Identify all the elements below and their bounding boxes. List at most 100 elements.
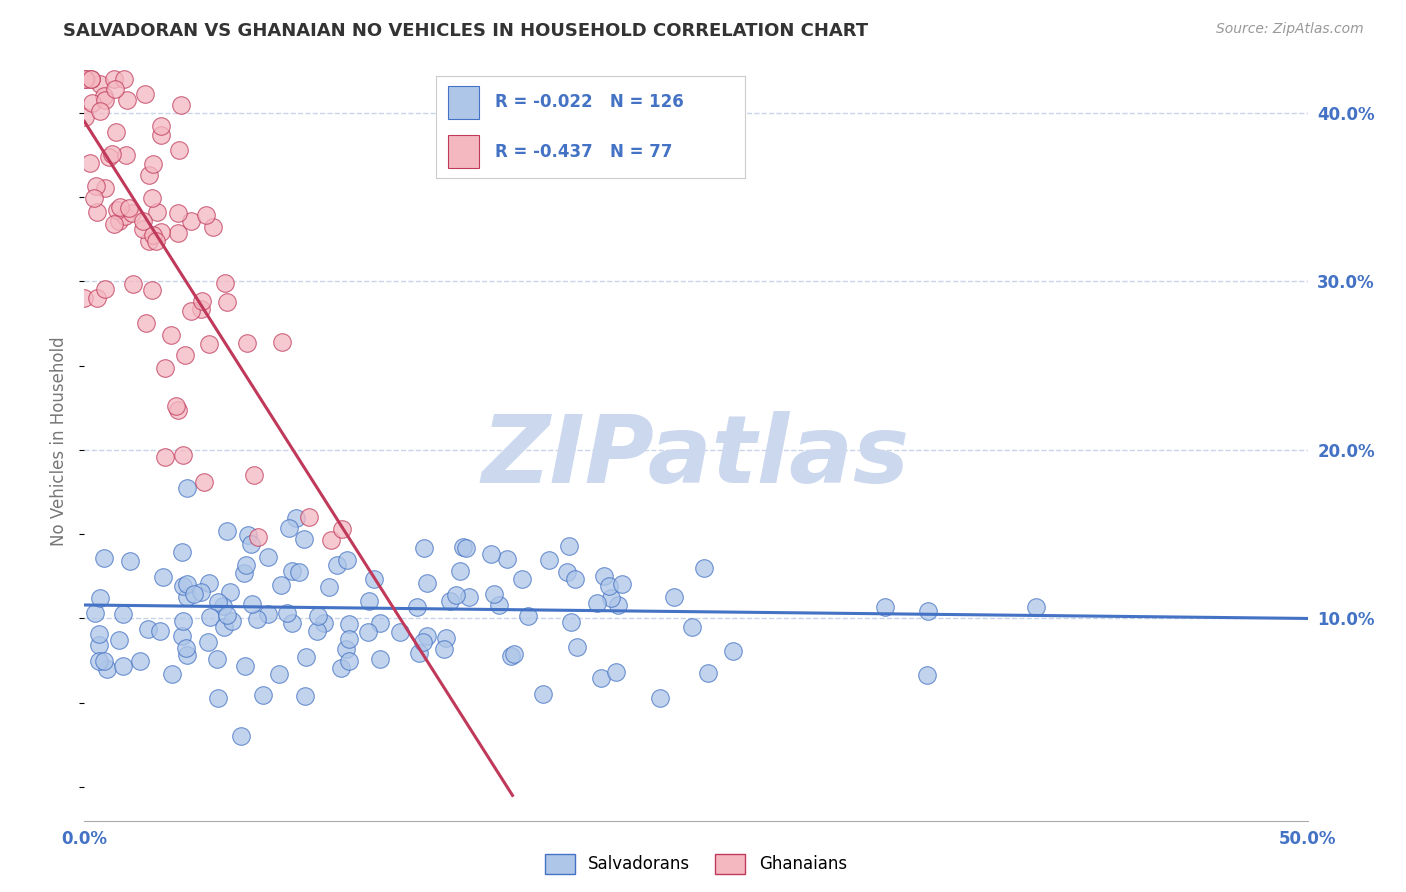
- Point: [93, 654, 115, 668]
- Point: [560, 615, 582, 629]
- Point: [89, 591, 111, 606]
- Point: [454, 541, 477, 555]
- Point: [555, 565, 578, 579]
- Point: [105, 124, 128, 138]
- Point: [83, 192, 105, 206]
- Point: [82, 96, 104, 111]
- Point: [257, 549, 280, 564]
- Point: [235, 335, 257, 350]
- Point: [217, 607, 239, 622]
- Point: [432, 642, 454, 657]
- Point: [142, 227, 165, 242]
- Point: [368, 651, 391, 665]
- Point: [458, 590, 481, 604]
- Point: [337, 654, 360, 668]
- Point: [122, 277, 145, 292]
- Point: [697, 666, 720, 681]
- Point: [136, 622, 159, 636]
- Point: [592, 569, 614, 583]
- Point: [337, 632, 360, 647]
- Point: [693, 561, 716, 575]
- Point: [190, 585, 212, 599]
- Point: [681, 620, 703, 634]
- Point: [276, 606, 298, 620]
- Point: [153, 361, 176, 376]
- Point: [198, 575, 221, 590]
- Point: [86, 204, 108, 219]
- Point: [104, 82, 127, 96]
- Point: [174, 641, 197, 656]
- Point: [112, 607, 135, 621]
- Point: [150, 225, 173, 239]
- FancyBboxPatch shape: [449, 87, 479, 119]
- Point: [172, 448, 194, 462]
- Point: [917, 603, 939, 617]
- Point: [221, 615, 243, 629]
- Point: [155, 450, 177, 465]
- Y-axis label: No Vehicles in Household: No Vehicles in Household: [51, 336, 69, 547]
- Point: [277, 521, 299, 535]
- Point: [165, 399, 187, 413]
- Point: [150, 128, 173, 143]
- Point: [439, 593, 461, 607]
- Point: [650, 691, 672, 706]
- Point: [605, 665, 627, 679]
- Point: [103, 72, 125, 87]
- Point: [197, 336, 219, 351]
- Point: [193, 475, 215, 490]
- Point: [83, 606, 105, 620]
- Point: [191, 293, 214, 308]
- Point: [246, 612, 269, 626]
- Point: [280, 616, 302, 631]
- Point: [242, 467, 264, 482]
- Point: [531, 687, 554, 701]
- Point: [132, 214, 155, 228]
- Point: [170, 545, 193, 559]
- Point: [298, 510, 321, 524]
- Point: [86, 178, 108, 193]
- Point: [132, 222, 155, 236]
- Point: [412, 635, 434, 649]
- Point: [190, 301, 212, 316]
- Point: [87, 638, 110, 652]
- Point: [141, 283, 163, 297]
- Point: [723, 644, 745, 658]
- Point: [135, 316, 157, 330]
- Point: [89, 627, 111, 641]
- Point: [101, 147, 124, 161]
- Point: [246, 530, 269, 544]
- Point: [172, 579, 194, 593]
- Point: [194, 209, 217, 223]
- Point: [307, 624, 329, 638]
- Point: [107, 214, 129, 228]
- Point: [449, 565, 471, 579]
- Point: [112, 72, 135, 87]
- Point: [330, 522, 353, 536]
- Point: [415, 629, 437, 643]
- Point: [288, 566, 311, 580]
- Point: [167, 205, 190, 219]
- Point: [89, 77, 111, 91]
- Point: [267, 666, 290, 681]
- Point: [207, 595, 229, 609]
- Point: [114, 209, 136, 223]
- Point: [212, 620, 235, 634]
- Point: [285, 510, 308, 524]
- Point: [589, 671, 612, 685]
- Point: [170, 629, 193, 643]
- Point: [499, 649, 522, 664]
- Point: [607, 599, 630, 613]
- Point: [174, 348, 197, 362]
- Point: [502, 647, 524, 661]
- Point: [93, 94, 115, 108]
- Point: [128, 654, 150, 668]
- Point: [160, 667, 183, 681]
- Point: [89, 104, 111, 119]
- Point: [170, 98, 193, 112]
- Point: [321, 533, 343, 548]
- Point: [408, 646, 430, 660]
- Point: [120, 554, 142, 568]
- Point: [167, 144, 190, 158]
- Point: [167, 403, 190, 417]
- Point: [537, 552, 560, 566]
